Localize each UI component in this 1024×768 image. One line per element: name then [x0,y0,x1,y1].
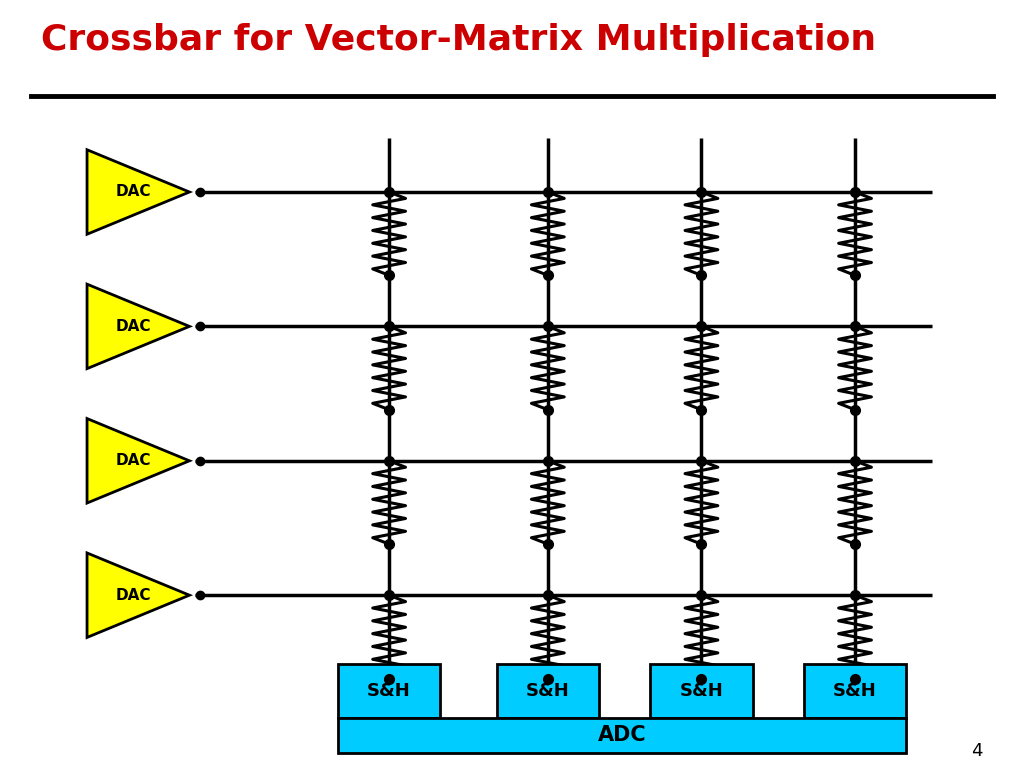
Bar [338,664,440,718]
Bar [650,664,753,718]
Polygon shape [87,284,189,369]
Text: DAC: DAC [116,588,151,603]
Text: S&H: S&H [526,682,569,700]
Polygon shape [87,150,189,234]
Bar [497,664,599,718]
Polygon shape [87,419,189,503]
Text: S&H: S&H [368,682,411,700]
Text: S&H: S&H [680,682,723,700]
Text: ADC: ADC [598,725,646,746]
Text: DAC: DAC [116,453,151,468]
Bar [338,718,906,753]
Text: DAC: DAC [116,184,151,200]
Text: DAC: DAC [116,319,151,334]
Text: Crossbar for Vector-Matrix Multiplication: Crossbar for Vector-Matrix Multiplicatio… [41,23,877,57]
Text: 4: 4 [972,743,983,760]
Bar [804,664,906,718]
Polygon shape [87,553,189,637]
Text: S&H: S&H [834,682,877,700]
